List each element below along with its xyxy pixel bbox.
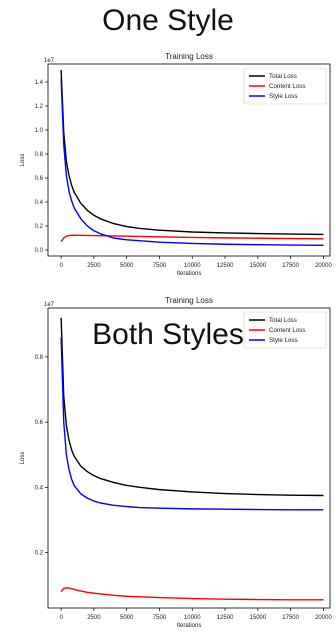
y-tick-label: 0.2 (35, 224, 44, 230)
series-line-total-loss (60, 317, 324, 497)
legend-label: Style Loss (269, 337, 298, 344)
x-tick-label: 15000 (250, 615, 267, 621)
y-axis-label: Loss (20, 452, 26, 465)
legend-label: Style Loss (269, 93, 298, 100)
x-tick-label: 7500 (153, 263, 167, 269)
x-tick-label: 0 (59, 615, 63, 621)
series-line-content-loss (60, 587, 324, 601)
y-tick-label: 1.0 (35, 128, 44, 134)
y-tick-label: 1.2 (35, 104, 44, 110)
x-tick-label: 15000 (250, 263, 267, 269)
legend-label: Total Loss (269, 317, 297, 324)
legend-box (243, 311, 327, 349)
training-loss-chart-one-style: Training Loss 1e7 0 2500 5000 7500 10000 12500 1… (20, 52, 332, 277)
x-axis-label: Iterations (177, 623, 202, 629)
y-tick-label: 1.4 (35, 80, 44, 86)
x-tick-label: 2500 (87, 615, 101, 621)
x-tick-label: 17500 (282, 615, 299, 621)
x-tick-label: 10000 (184, 263, 201, 269)
x-tick-label: 20000 (315, 615, 332, 621)
series-line-style-loss (60, 337, 324, 511)
x-axis-label: Iterations (177, 271, 202, 277)
x-tick-label: 10000 (184, 615, 201, 621)
x-tick-label: 20000 (315, 263, 332, 269)
plot-frame (47, 307, 331, 609)
legend-label: Total Loss (269, 73, 297, 80)
x-tick-label: 5000 (120, 615, 134, 621)
x-tick-label: 12500 (217, 263, 234, 269)
legend-label: Content Loss (269, 83, 305, 90)
x-tick-label: 7500 (153, 615, 167, 621)
y-tick-label: 0.0 (35, 248, 44, 254)
plot-frame (47, 63, 331, 257)
training-loss-chart-both-styles: Training Loss 1e7 0 2500 5000 7500 10000 12500 1… (20, 296, 332, 629)
y-tick-label: 0.6 (35, 176, 44, 182)
x-tick-label: 17500 (282, 263, 299, 269)
legend-box (243, 67, 327, 105)
series-line-content-loss (60, 234, 324, 243)
section-title-one-style: One Style (102, 4, 234, 37)
y-tick-label: 0.8 (35, 152, 44, 158)
y-tick-label: 0.6 (35, 420, 44, 426)
y-tick-label: 0.2 (35, 551, 44, 557)
y-axis-multiplier: 1e7 (44, 58, 55, 64)
y-axis-multiplier: 1e7 (44, 302, 55, 308)
y-tick-label: 0.4 (35, 485, 44, 491)
section-title-both-styles: Both Styles (92, 318, 244, 351)
chart-title: Training Loss (165, 296, 213, 305)
x-tick-label: 0 (59, 263, 63, 269)
y-tick-label: 0.4 (35, 200, 44, 206)
x-tick-label: 5000 (120, 263, 134, 269)
x-tick-label: 12500 (217, 615, 234, 621)
x-tick-label: 2500 (87, 263, 101, 269)
series-line-total-loss (60, 69, 324, 236)
chart-title: Training Loss (165, 52, 213, 61)
y-axis-label: Loss (20, 154, 26, 167)
series-line-style-loss (60, 78, 324, 247)
legend-label: Content Loss (269, 327, 305, 334)
y-tick-label: 0.8 (35, 355, 44, 361)
